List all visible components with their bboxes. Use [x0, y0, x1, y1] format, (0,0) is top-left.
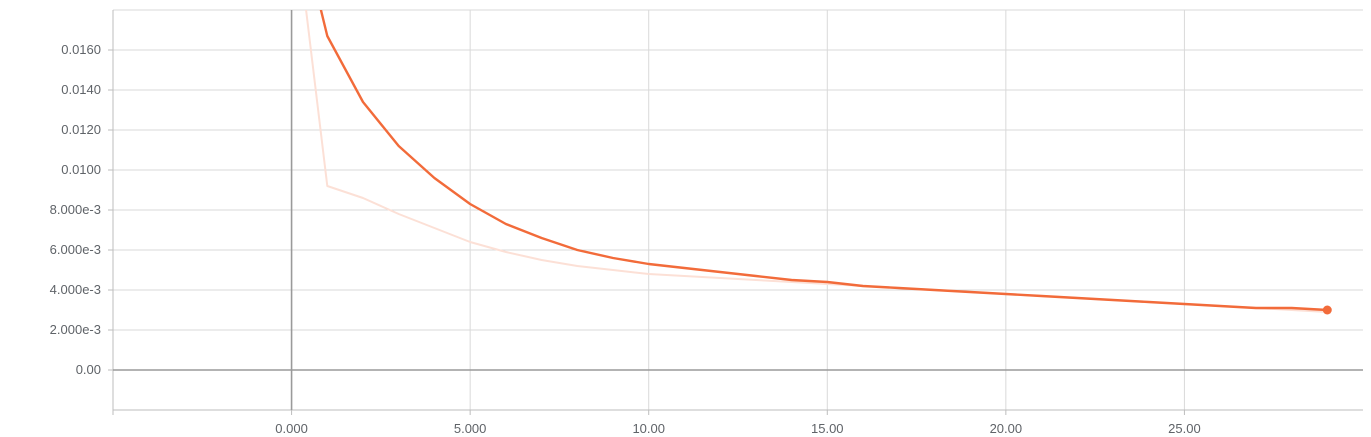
y-tick-label: 8.000e-3 — [50, 202, 101, 217]
x-tick-label: 10.00 — [632, 421, 665, 436]
y-tick-label: 0.0160 — [61, 42, 101, 57]
y-tick-label: 0.0140 — [61, 82, 101, 97]
y-tick-label: 2.000e-3 — [50, 322, 101, 337]
x-tick-label: 20.00 — [990, 421, 1023, 436]
axes — [108, 10, 1363, 415]
grid — [113, 9, 1363, 410]
y-tick-label: 0.0120 — [61, 122, 101, 137]
x-tick-label: 0.000 — [275, 421, 308, 436]
tick-labels: 0.00 2.000e-3 4.000e-3 6.000e-3 8.000e-3 0.01… — [50, 42, 1201, 436]
y-tick-label: 0.0100 — [61, 162, 101, 177]
last-point-marker[interactable] — [1322, 305, 1332, 315]
x-tick-label: 15.00 — [811, 421, 844, 436]
series-line-smoothed[interactable] — [292, 0, 1329, 312]
series-line-raw[interactable] — [292, 0, 1329, 313]
marker-group — [1322, 305, 1332, 315]
x-tick-label: 25.00 — [1168, 421, 1201, 436]
x-tick-label: 5.000 — [454, 421, 487, 436]
y-tick-label: 4.000e-3 — [50, 282, 101, 297]
y-tick-label: 6.000e-3 — [50, 242, 101, 257]
y-tick-label: 0.00 — [76, 362, 101, 377]
series-group — [292, 0, 1329, 313]
